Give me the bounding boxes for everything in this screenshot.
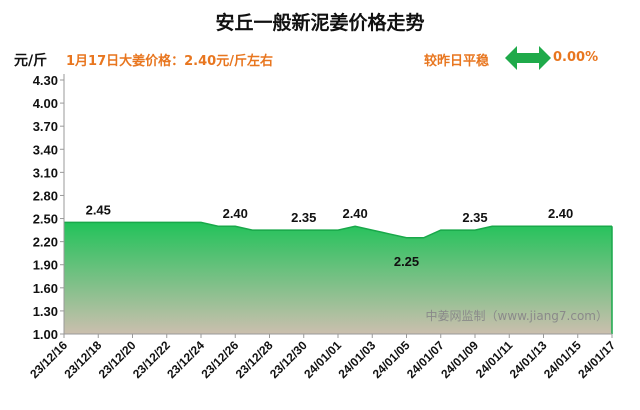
y-tick-label: 4.30 <box>33 73 58 88</box>
y-tick-label: 3.70 <box>33 119 58 134</box>
data-label: 2.40 <box>548 206 573 221</box>
price-summary: 1月17日大姜价格：2.40元/斤左右 <box>66 54 273 69</box>
price-line <box>64 221 612 239</box>
y-tick-label: 1.30 <box>33 304 58 319</box>
y-unit-label: 元/斤 <box>14 53 48 69</box>
y-tick-label: 3.10 <box>33 165 58 180</box>
data-label: 2.25 <box>394 254 419 269</box>
y-tick-label: 2.80 <box>33 188 58 203</box>
y-tick-label: 2.20 <box>33 235 58 250</box>
data-label: 2.40 <box>223 206 248 221</box>
y-tick-label: 4.00 <box>33 96 58 111</box>
double-arrow-icon <box>505 46 551 70</box>
y-tick-label: 1.60 <box>33 281 58 296</box>
chart-title: 安丘一般新泥姜价格走势 <box>215 12 425 34</box>
data-label: 2.35 <box>462 210 487 225</box>
data-label: 2.45 <box>86 202 111 217</box>
y-tick-label: 2.50 <box>33 212 58 227</box>
y-tick-label: 1.00 <box>33 327 58 342</box>
data-label: 2.35 <box>291 210 316 225</box>
y-tick-label: 1.90 <box>33 258 58 273</box>
y-tick-label: 3.40 <box>33 142 58 157</box>
x-tick-label: 24/01/17 <box>575 338 618 381</box>
compare-label: 较昨日平稳 <box>424 54 490 69</box>
price-area <box>64 222 612 334</box>
x-tick-label: 24/01/09 <box>438 338 481 381</box>
change-percent: 0.00% <box>553 50 599 65</box>
watermark: 中姜网监制（www.jiang7.com） <box>426 308 608 323</box>
data-label: 2.40 <box>342 206 367 221</box>
